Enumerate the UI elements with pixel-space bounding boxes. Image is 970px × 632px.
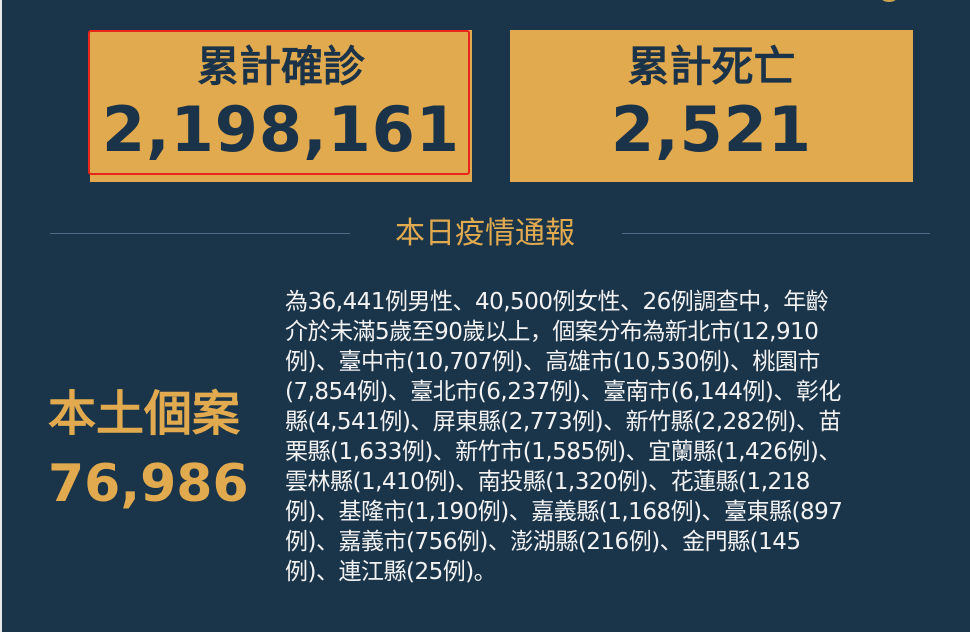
cumulative-deaths-value: 2,521 xyxy=(610,93,813,166)
cumulative-confirmed-value: 2,198,161 xyxy=(101,93,461,166)
description-line: 雲林縣(1,410例)、南投縣(1,320例)、花蓮縣(1,218 xyxy=(285,469,810,495)
description-line: 為36,441例男性、40,500例女性、26例調查中，年齡 xyxy=(285,289,829,315)
local-cases-description: 為36,441例男性、40,500例女性、26例調查中，年齡 介於未滿5歲至90… xyxy=(285,287,843,587)
cumulative-deaths-label: 累計死亡 xyxy=(627,42,796,91)
emblem-icon xyxy=(880,0,898,2)
cumulative-deaths-card: 累計死亡 2,521 xyxy=(510,30,913,182)
description-line: 例)、連江縣(25例)。 xyxy=(285,559,497,585)
cumulative-confirmed-card: 累計確診 2,198,161 xyxy=(90,30,472,182)
description-line: 縣(4,541例)、屏東縣(2,773例)、新竹縣(2,282例)、苗 xyxy=(285,409,841,435)
divider-left xyxy=(50,233,350,234)
description-line: 例)、基隆市(1,190例)、嘉義縣(1,168例)、臺東縣(897 xyxy=(285,499,843,525)
cumulative-confirmed-label: 累計確診 xyxy=(196,42,365,91)
local-cases-value: 76,986 xyxy=(48,454,249,514)
daily-report-heading: 本日疫情通報 xyxy=(395,216,575,251)
description-line: (7,854例)、臺北市(6,237例)、臺南市(6,144例)、彰化 xyxy=(285,379,841,405)
divider-right xyxy=(622,233,930,234)
description-line: 栗縣(1,633例)、新竹市(1,585例)、宜蘭縣(1,426例)、 xyxy=(285,439,841,465)
description-line: 介於未滿5歲至90歲以上，個案分布為新北市(12,910 xyxy=(285,319,819,345)
highlight-box xyxy=(88,30,470,175)
description-line: 例)、嘉義市(756例)、澎湖縣(216例)、金門縣(145 xyxy=(285,529,801,555)
local-cases-label: 本土個案 xyxy=(48,386,241,442)
left-edge xyxy=(0,0,2,632)
description-line: 例)、臺中市(10,707例)、高雄市(10,530例)、桃園市 xyxy=(285,349,820,375)
